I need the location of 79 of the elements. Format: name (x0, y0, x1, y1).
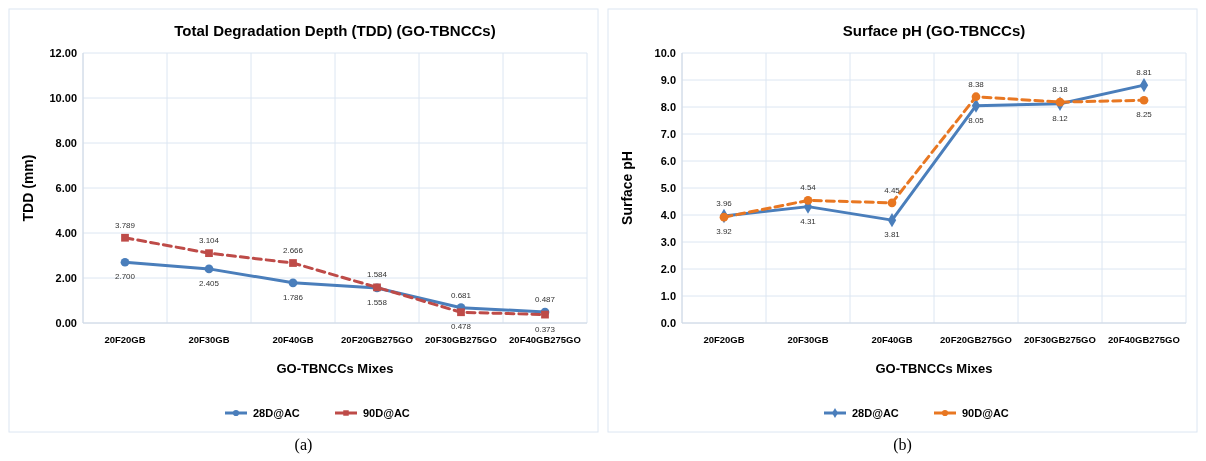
y-tick-label: 7.0 (660, 127, 676, 140)
x-tick-label: 20F30GB275GO (425, 334, 497, 345)
data-label: 0.681 (450, 290, 472, 300)
point (205, 249, 213, 258)
point (719, 212, 729, 222)
y-tick-label: 9.0 (660, 73, 676, 86)
text: (b) (893, 436, 912, 454)
legend-label: 28D@AC (852, 406, 899, 419)
y-tick-label: 4.00 (55, 226, 77, 239)
legend-label: 90D@AC (962, 406, 1009, 419)
x-tick-label: 20F40GB (272, 334, 314, 345)
data-label: 2.405 (198, 278, 220, 288)
y-tick-label: 6.00 (55, 181, 77, 194)
x-tick-label: 20F20GB (104, 334, 146, 345)
data-label: 3.104 (198, 236, 220, 246)
data-label: 3.81 (884, 230, 901, 240)
y-axis-title: Surface pH (619, 151, 635, 225)
y-tick-label: 5.0 (660, 181, 676, 194)
y-tick-label: 2.00 (55, 271, 77, 284)
point (887, 198, 897, 208)
text: (a) (294, 436, 313, 454)
legend-label: 28D@AC (253, 406, 300, 419)
data-label: 8.12 (1052, 113, 1069, 123)
y-tick-label: 8.00 (55, 136, 77, 149)
y-tick-label: 4.0 (660, 208, 676, 221)
data-label: 3.96 (716, 199, 733, 209)
data-label: 0.487 (534, 295, 556, 305)
data-label: 3.92 (716, 227, 733, 237)
y-axis-title: TDD (mm) (20, 154, 36, 222)
y-tick-label: 0.00 (55, 316, 77, 329)
y-tick-label: 0.0 (660, 316, 676, 329)
point (121, 233, 129, 242)
point (1139, 95, 1149, 105)
x-tick-label: 20F30GB275GO (1024, 334, 1096, 345)
y-tick-label: 6.0 (660, 154, 676, 167)
data-label: 4.31 (800, 216, 817, 226)
chart-title: Surface pH (GO-TBNCCs) (842, 22, 1026, 39)
data-label: 2.700 (114, 272, 136, 282)
x-tick-label: 20F20GB275GO (940, 334, 1012, 345)
y-tick-label: 3.0 (660, 235, 676, 248)
data-label: 8.38 (968, 79, 985, 89)
data-label: 8.81 (1136, 68, 1153, 78)
x-tick-label: 20F40GB275GO (509, 334, 581, 345)
data-label: 0.373 (534, 324, 556, 334)
legend-label: 90D@AC (363, 406, 410, 419)
x-tick-label: 20F40GB (871, 334, 913, 345)
y-tick-label: 12.00 (49, 46, 77, 59)
chart-title: Total Degradation Depth (TDD) (GO-TBNCCs) (174, 22, 496, 39)
point (1055, 97, 1065, 107)
data-label: 1.786 (282, 292, 304, 302)
data-label: 4.45 (884, 185, 901, 195)
data-label: 3.789 (114, 220, 136, 230)
x-tick-label: 20F20GB275GO (341, 334, 413, 345)
point (288, 278, 298, 288)
point (204, 264, 214, 274)
data-label: 1.584 (366, 270, 388, 280)
point (971, 92, 981, 102)
data-label: 8.18 (1052, 85, 1069, 95)
y-tick-label: 10.00 (49, 91, 77, 104)
point (803, 196, 813, 205)
y-tick-label: 1.0 (660, 289, 676, 302)
point (289, 259, 297, 267)
x-tick-label: 20F40GB275GO (1108, 334, 1180, 345)
data-label: 4.54 (800, 183, 817, 193)
data-label: 8.25 (1136, 110, 1153, 120)
x-tick-label: 20F30GB (787, 334, 829, 345)
data-label: 2.666 (282, 246, 304, 256)
point (120, 257, 130, 267)
y-tick-label: 10.0 (654, 46, 676, 59)
data-label: 1.558 (366, 297, 388, 307)
data-label: 0.478 (450, 322, 472, 332)
x-axis-title: GO-TBNCCs Mixes (875, 361, 993, 376)
x-tick-label: 20F20GB (703, 334, 745, 345)
x-tick-label: 20F30GB (188, 334, 230, 345)
point (457, 308, 465, 317)
y-tick-label: 2.0 (660, 262, 676, 275)
y-tick-label: 8.0 (660, 100, 676, 113)
x-axis-title: GO-TBNCCs Mixes (276, 361, 394, 376)
data-label: 8.05 (968, 115, 985, 125)
